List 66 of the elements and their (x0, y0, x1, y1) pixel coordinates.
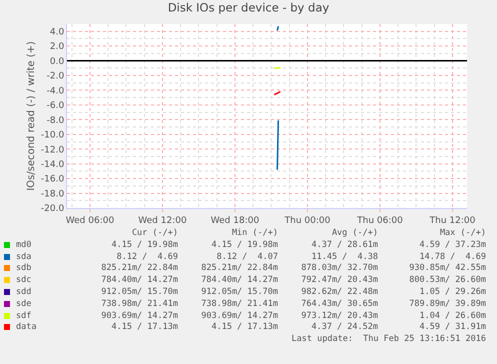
text: 4.59 / 31.91m (419, 322, 486, 332)
legend-label: sdc (16, 275, 32, 286)
text: 8.12 / 4.69 (116, 252, 178, 262)
legend-label: sda (16, 252, 32, 262)
text: 14.78 / 4.69 (419, 252, 486, 262)
text: 4.15 / 19.98m (211, 240, 278, 250)
y-tick-label: -4.0 (46, 86, 64, 96)
text: 4.37 / 24.52m (311, 322, 378, 332)
x-tick-label: Wed 12:00 (138, 216, 187, 226)
text: 4.15 / 19.98m (111, 240, 178, 250)
text: 8.12 / 4.07 (216, 252, 278, 262)
legend-label: sdd (16, 286, 32, 297)
y-tick-label: -6.0 (46, 101, 64, 112)
text: 738.98m/ 21.41m (101, 298, 178, 309)
text: 878.03m/ 32.70m (301, 263, 378, 274)
y-tick-label: -18.0 (40, 189, 64, 200)
text: Cur (-/+) (132, 228, 178, 238)
y-tick-label: 2.0 (50, 42, 64, 52)
x-tick-label: Wed 18:00 (210, 216, 260, 226)
y-axis-title: IOs/second read (-) / write (+) (26, 41, 37, 191)
text: 825.21m/ 22.84m (201, 263, 278, 274)
text: Max (-/+) (440, 228, 486, 238)
text: 930.85m/ 42.55m (409, 263, 486, 274)
text: 912.05m/ 15.70m (201, 286, 278, 297)
text: 4.15 / 17.13m (111, 322, 178, 332)
x-tick-label: Thu 06:00 (356, 216, 404, 226)
x-tick-label: Thu 12:00 (428, 216, 476, 226)
y-tick-label: 0.0 (50, 56, 64, 67)
text: Avg (-/+) (332, 228, 378, 238)
y-tick-label: -16.0 (40, 174, 64, 185)
text: 1.05 / 29.26m (419, 286, 486, 297)
text: Min (-/+) (232, 228, 278, 238)
text: 903.69m/ 14.27m (201, 310, 278, 321)
y-tick-label: -10.0 (40, 130, 64, 141)
text: 825.21m/ 22.84m (101, 263, 178, 274)
legend-label: sdb (16, 263, 32, 274)
y-tick-label: 4.0 (50, 28, 64, 38)
chart-title: Disk IOs per device - by day (168, 0, 330, 14)
text: 784.40m/ 14.27m (201, 275, 278, 286)
text: 912.05m/ 15.70m (101, 286, 178, 297)
text: 738.98m/ 21.41m (201, 298, 278, 309)
text: 764.43m/ 30.65m (301, 298, 378, 309)
text: 973.12m/ 20.43m (301, 310, 378, 321)
y-tick-label: -12.0 (40, 145, 64, 156)
x-tick-label: Thu 00:00 (284, 216, 331, 226)
text: Last update: Thu Feb 25 13:16:51 2016 (292, 334, 486, 344)
y-tick-label: -14.0 (40, 160, 64, 170)
legend-label: sde (16, 298, 32, 309)
text: 1.04 / 26.60m (419, 310, 486, 321)
legend-label: md0 (16, 240, 32, 250)
text: 11.45 / 4.38 (311, 252, 378, 262)
text: 792.47m/ 20.43m (301, 275, 378, 286)
legend-label: sdf (16, 310, 32, 321)
text: 4.15 / 17.13m (211, 322, 278, 332)
text: 4.59 / 37.23m (419, 240, 486, 250)
text: 4.37 / 28.61m (311, 240, 378, 250)
text: 784.40m/ 14.27m (101, 275, 178, 286)
text: 982.62m/ 22.48m (301, 286, 378, 297)
legend-label: data (16, 322, 36, 332)
text: 903.69m/ 14.27m (101, 310, 178, 321)
y-tick-label: -20.0 (40, 204, 64, 214)
text: 800.53m/ 26.60m (409, 275, 486, 286)
y-tick-label: -8.0 (46, 116, 64, 126)
x-tick-label: Wed 06:00 (66, 216, 114, 226)
y-tick-label: -2.0 (46, 72, 64, 82)
text: 789.89m/ 39.89m (409, 298, 486, 309)
